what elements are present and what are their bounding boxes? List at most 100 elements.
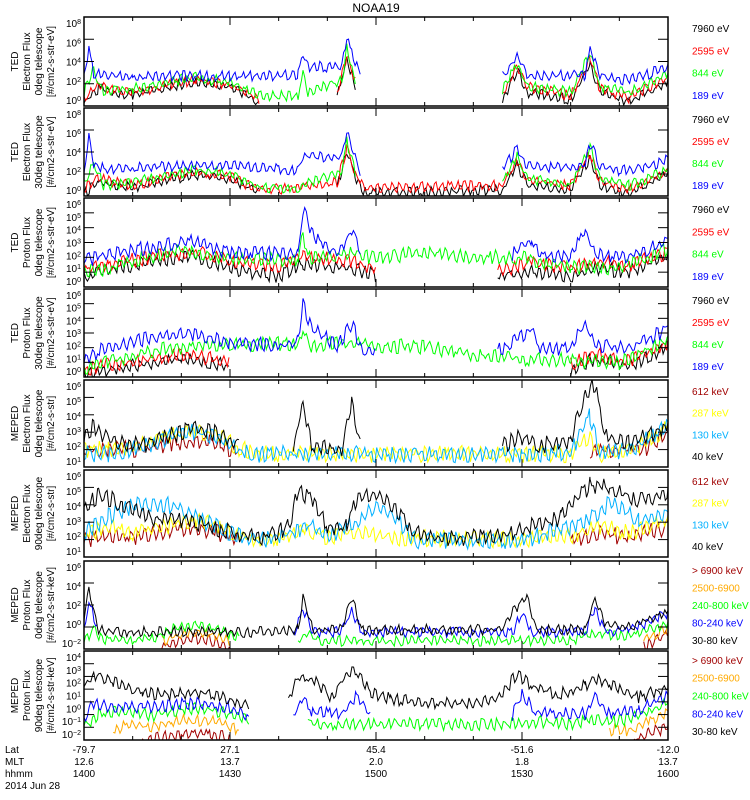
series-line-189-ev (84, 298, 376, 364)
y-axis-label-line: 0deg telescope (34, 389, 45, 457)
series-line-40-kev (84, 418, 240, 453)
axis-row-value: 1.8 (515, 757, 529, 768)
y-tick-label: 102 (66, 601, 81, 612)
series-line--6900-kev (643, 629, 668, 649)
y-tick-label: 100 (66, 620, 81, 631)
y-tick-label: 105 (66, 213, 81, 224)
legend-item: 80-240 keV (692, 619, 743, 630)
y-axis-label-line: Proton Flux (22, 670, 33, 721)
series-group (84, 38, 668, 106)
legend-item: 612 keV (692, 387, 729, 398)
y-tick-label: 104 (66, 653, 81, 664)
series-line-612-kev (84, 434, 240, 459)
series-line-2500-6900 (609, 707, 668, 737)
series-line-189-ev (511, 228, 668, 265)
series-line--6900-kev (633, 723, 668, 740)
y-axis-label-line: [#/cm2-s-str-eV] (46, 207, 57, 278)
legend-item: 7960 eV (692, 296, 730, 307)
y-tick-label: 108 (66, 110, 81, 121)
y-tick-label: 106 (66, 129, 81, 140)
series-line-30-80-kev (287, 666, 668, 711)
y-axis-label-line: TED (10, 233, 21, 253)
y-axis-label-line: 30deg telescope (34, 115, 45, 189)
y-tick-label: 102 (66, 167, 81, 178)
y-tick-label: 102 (66, 532, 81, 543)
y-axis-label-line: 0deg telescope (34, 27, 45, 95)
y-tick-label: 102 (66, 679, 81, 690)
y-tick-label: 103 (66, 239, 81, 250)
y-axis-label-line: MEPED (10, 678, 21, 714)
series-line-2595-ev (497, 247, 668, 277)
y-tick-label: 106 (66, 563, 81, 574)
legend-item: 287 keV (692, 499, 729, 510)
y-tick-label: 100 (66, 277, 81, 288)
y-tick-label: 100 (66, 96, 81, 107)
series-line-2595-ev (84, 347, 230, 376)
axis-row-label: Lat (5, 745, 19, 756)
y-tick-label: 103 (66, 666, 81, 677)
series-line-240-800-kev (84, 620, 240, 646)
series-line-130-kev (84, 495, 668, 551)
legend-item: 844 eV (692, 69, 724, 80)
series-line-40-kev (502, 380, 668, 454)
axis-row-value: -51.6 (511, 745, 534, 756)
axis-row-value: 13.7 (220, 757, 240, 768)
y-tick-label: 101 (66, 457, 81, 468)
series-line-80-240-kev (511, 688, 668, 721)
y-tick-label: 101 (66, 692, 81, 703)
legend-item: > 6900 keV (692, 656, 743, 667)
axis-row-value: 1430 (219, 769, 242, 780)
panel-frame (83, 16, 669, 107)
legend-item: 7960 eV (692, 205, 730, 216)
y-tick-label: 10−1 (62, 717, 81, 728)
y-axis-label-line: Electron Flux (22, 32, 33, 90)
series-group (84, 380, 668, 465)
y-axis-label-line: Electron Flux (22, 484, 33, 542)
y-tick-label: 106 (66, 291, 81, 302)
y-axis-label-line: [#/cm2-s-str] (46, 396, 57, 452)
series-line-80-240-kev (84, 601, 98, 629)
y-tick-label: 100 (66, 704, 81, 715)
legend-item: 7960 eV (692, 115, 730, 126)
y-axis-label-line: [#/cm2-s-str-keV] (46, 657, 57, 733)
y-axis-label-line: [#/cm2-s-str-eV] (46, 26, 57, 97)
y-tick-label: 103 (66, 329, 81, 340)
legend-item: 2595 eV (692, 227, 730, 238)
legend-item: 287 keV (692, 409, 729, 420)
series-line-189-ev (502, 144, 668, 178)
legend-item: 2500-6900 (692, 674, 740, 685)
legend-item: 2595 eV (692, 137, 730, 148)
y-tick-label: 105 (66, 487, 81, 498)
y-tick-label: 104 (66, 226, 81, 237)
y-axis-label-line: MEPED (10, 496, 21, 532)
axis-row-label: hhmm (5, 769, 33, 780)
legend-item: 2500-6900 (692, 583, 740, 594)
y-tick-label: 10−2 (62, 639, 81, 650)
y-axis-label-line: [#/cm2-s-str-eV] (46, 297, 57, 368)
series-line-30-80-kev (84, 586, 668, 639)
y-tick-label: 104 (66, 582, 81, 593)
series-group (84, 206, 668, 284)
legend-item: 80-240 keV (692, 709, 743, 720)
y-axis-label-line: 0deg telescope (34, 208, 45, 276)
series-line-844-ev (502, 53, 668, 99)
y-tick-label: 104 (66, 148, 81, 159)
series-group (84, 132, 668, 196)
panel-1: 100 102 104 106 108 TED Electron Flux 0deg tele… (10, 16, 730, 107)
y-axis-label-line: Proton Flux (22, 217, 33, 268)
legend-item: 844 eV (692, 159, 724, 170)
y-axis-label-line: Electron Flux (22, 394, 33, 452)
legend-item: 240-800 keV (692, 692, 749, 703)
y-tick-label: 106 (66, 38, 81, 49)
y-tick-label: 102 (66, 251, 81, 262)
y-axis-label-line: [#/cm2-s-str-keV] (46, 567, 57, 643)
legend-item: 240-800 keV (692, 601, 749, 612)
y-axis-label-line: TED (10, 52, 21, 72)
axis-row-value: 1500 (365, 769, 388, 780)
series-group (84, 586, 668, 649)
y-tick-label: 102 (66, 342, 81, 353)
y-tick-label: 105 (66, 397, 81, 408)
y-axis-label-line: Proton Flux (22, 307, 33, 358)
